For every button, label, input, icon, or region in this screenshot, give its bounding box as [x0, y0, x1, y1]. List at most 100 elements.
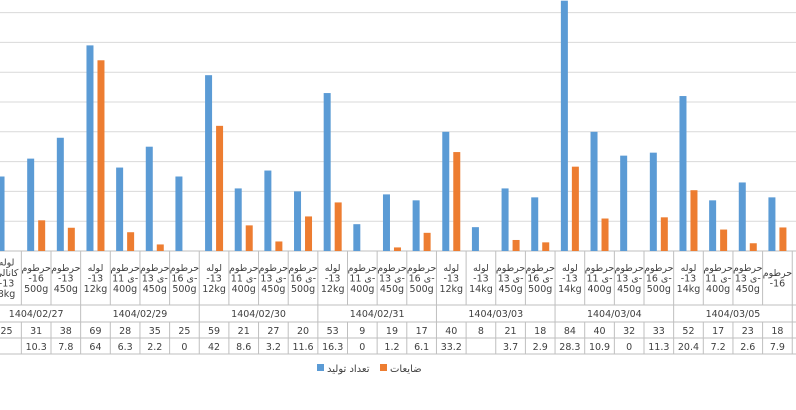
category-label: -13 [88, 273, 104, 284]
table-cell-waste: 8.6 [236, 342, 251, 353]
category-label: ی 11- [231, 273, 257, 284]
category-label: 14kg [469, 284, 493, 295]
category-label: ی 13- [735, 273, 761, 284]
table-cell-waste: 10.9 [589, 342, 610, 353]
bar-waste [601, 218, 609, 251]
table-cell-waste: 1.2 [384, 342, 399, 353]
bar-production [412, 200, 420, 251]
legend: ضایعات تعداد تولید [317, 364, 422, 375]
table-cell-production: 27 [267, 326, 279, 337]
bar-waste [779, 227, 787, 251]
category-label: 400g [706, 284, 730, 295]
category-label: ی 13- [498, 273, 524, 284]
bar-production [768, 197, 776, 251]
table-cell-production: 20 [297, 326, 309, 337]
legend-swatch-waste [380, 364, 387, 371]
date-label: 1404/02/27 [9, 309, 64, 320]
category-label: ی 13- [379, 273, 405, 284]
table-cell-waste: 7.9 [770, 342, 785, 353]
bar-production [56, 137, 64, 251]
date-label: 1404/02/30 [231, 309, 286, 320]
bar-production [442, 131, 450, 251]
bar-production [175, 176, 183, 251]
bar-production [294, 191, 302, 251]
table-cell-production: 18 [771, 326, 783, 337]
bar-waste [393, 247, 401, 251]
category-label: حرطوم [496, 263, 526, 274]
category-label: حرطوم [259, 263, 289, 274]
bar-waste [690, 190, 698, 251]
table-cell-production: 25 [178, 326, 190, 337]
category-label: حرطوم [614, 263, 644, 274]
table-cell-waste: 28.3 [559, 342, 580, 353]
category-label: -13 [473, 273, 489, 284]
bar-waste [453, 152, 461, 251]
table-cell-production: 69 [89, 326, 101, 337]
table-cell-waste: 16.3 [322, 342, 343, 353]
category-label: کانالی [0, 268, 19, 279]
bar-waste [67, 227, 75, 251]
table-cell-production: 21 [238, 326, 250, 337]
category-label: حرطوم [170, 263, 200, 274]
bar-production [353, 224, 361, 251]
category-label: 500g [647, 284, 671, 295]
legend-label-waste: ضایعات [390, 364, 422, 375]
bar-production [679, 96, 687, 251]
category-label: حرطوم [733, 263, 763, 274]
table-cell-production: 17 [712, 326, 724, 337]
table-cell-production: 40 [445, 326, 457, 337]
bar-waste [571, 166, 579, 251]
category-label: 400g [232, 284, 256, 295]
category-label: -13 [325, 273, 341, 284]
category-label: حرطوم [585, 263, 615, 274]
category-label: حرطوم [288, 263, 318, 274]
date-label: 1404/03/03 [468, 309, 523, 320]
category-label: 450g [617, 284, 641, 295]
date-label: 1404/03/04 [587, 309, 642, 320]
table-cell-waste: 7.2 [711, 342, 726, 353]
bar-waste [749, 243, 757, 251]
table-cell-waste: 20.4 [678, 342, 699, 353]
category-label: 450g [143, 284, 167, 295]
category-label: 400g [587, 284, 611, 295]
table-cell-waste: 3.2 [266, 342, 281, 353]
table-cell-production: 59 [208, 326, 220, 337]
table-cell-waste: 0 [626, 342, 632, 353]
bar-production [709, 200, 717, 251]
category-label: 12kg [321, 284, 345, 295]
category-label: 12kg [202, 284, 226, 295]
category-label: 8kg [0, 289, 15, 300]
bar-production [382, 194, 390, 251]
category-label: 500g [410, 284, 434, 295]
category-label: ی 11- [705, 273, 731, 284]
table-cell-production: 53 [327, 326, 339, 337]
category-label: لوله [681, 263, 697, 274]
bar-waste [720, 229, 728, 251]
table-cell-production: 84 [564, 326, 576, 337]
category-label: 500g [172, 284, 196, 295]
category-label: لوله [0, 258, 14, 269]
category-label: ی 16- [409, 273, 435, 284]
bar-production [0, 176, 5, 251]
legend-label-production: تعداد تولید [327, 364, 370, 375]
date-label: 1404/03/05 [706, 309, 761, 320]
category-label: -16 [28, 273, 44, 284]
category-label: ی 13- [260, 273, 286, 284]
category-label: حرطوم [377, 263, 407, 274]
category-label: 450g [54, 284, 78, 295]
table-cell-production: 17 [416, 326, 428, 337]
table-cell-production: 18 [534, 326, 546, 337]
bar-production [531, 197, 539, 251]
table-cell-waste: 6.1 [414, 342, 429, 353]
category-label: ی 13- [142, 273, 168, 284]
bars [0, 0, 787, 252]
table-cell-waste: 2.2 [147, 342, 162, 353]
table-cell-waste: 33.2 [441, 342, 462, 353]
category-label: حرطوم [51, 263, 81, 274]
category-label: حرطوم [229, 263, 259, 274]
bar-waste [275, 241, 283, 251]
category-label: -13 [681, 273, 697, 284]
table-cell-waste: 64 [89, 342, 101, 353]
category-label: 450g [261, 284, 285, 295]
table-cell-waste: 7.8 [58, 342, 73, 353]
